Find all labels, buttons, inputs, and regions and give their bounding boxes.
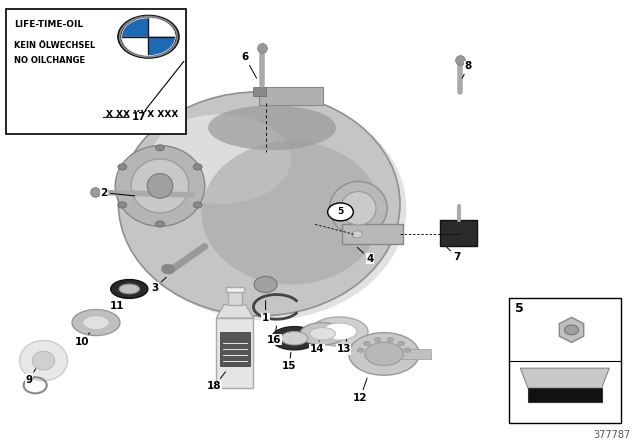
Ellipse shape bbox=[349, 332, 419, 375]
Ellipse shape bbox=[111, 280, 148, 298]
Text: NO OILCHANGE: NO OILCHANGE bbox=[14, 56, 85, 65]
Circle shape bbox=[156, 145, 164, 151]
Ellipse shape bbox=[281, 332, 308, 345]
Text: 2: 2 bbox=[100, 188, 135, 198]
Bar bbox=[396, 349, 431, 359]
Bar bbox=[6, 9, 186, 134]
Wedge shape bbox=[148, 37, 175, 56]
Ellipse shape bbox=[202, 141, 381, 284]
Text: LIFE-TIME-OIL: LIFE-TIME-OIL bbox=[14, 20, 83, 29]
Text: X XX XXX XXX: X XX XXX XXX bbox=[106, 110, 178, 119]
Circle shape bbox=[118, 164, 127, 170]
Text: 5: 5 bbox=[337, 207, 344, 216]
Circle shape bbox=[118, 15, 179, 58]
Circle shape bbox=[404, 348, 411, 352]
Bar bbox=[228, 292, 242, 305]
Circle shape bbox=[118, 202, 127, 208]
Ellipse shape bbox=[208, 105, 336, 150]
Text: 377787: 377787 bbox=[593, 430, 630, 440]
Text: 6: 6 bbox=[241, 52, 257, 78]
Wedge shape bbox=[122, 37, 148, 56]
Polygon shape bbox=[520, 368, 609, 388]
Text: 15: 15 bbox=[282, 352, 296, 371]
Ellipse shape bbox=[300, 323, 345, 345]
Bar bbox=[216, 318, 253, 388]
Text: 7: 7 bbox=[447, 247, 461, 262]
Text: 1: 1 bbox=[262, 301, 269, 323]
Ellipse shape bbox=[271, 327, 317, 350]
Circle shape bbox=[564, 325, 579, 335]
Text: 18: 18 bbox=[207, 372, 225, 391]
Ellipse shape bbox=[341, 192, 376, 225]
FancyBboxPatch shape bbox=[342, 224, 403, 244]
Text: 8: 8 bbox=[462, 61, 472, 78]
Text: 17: 17 bbox=[132, 61, 184, 122]
Text: 11: 11 bbox=[110, 297, 124, 310]
Text: 5: 5 bbox=[515, 302, 524, 315]
Circle shape bbox=[193, 164, 202, 170]
Ellipse shape bbox=[147, 173, 173, 198]
Bar bbox=[220, 332, 250, 366]
Ellipse shape bbox=[322, 323, 357, 340]
Circle shape bbox=[398, 341, 404, 346]
Text: 14: 14 bbox=[310, 341, 324, 354]
Text: KEIN ÖLWECHSEL: KEIN ÖLWECHSEL bbox=[14, 41, 95, 50]
Ellipse shape bbox=[83, 315, 109, 330]
Circle shape bbox=[328, 203, 353, 221]
Circle shape bbox=[156, 221, 164, 227]
Ellipse shape bbox=[118, 92, 400, 316]
Text: 13: 13 bbox=[337, 340, 351, 354]
Bar bbox=[253, 87, 266, 96]
Ellipse shape bbox=[20, 340, 68, 381]
Ellipse shape bbox=[310, 327, 335, 340]
Ellipse shape bbox=[365, 342, 403, 366]
Bar bbox=[226, 287, 244, 292]
Text: 17: 17 bbox=[103, 112, 147, 122]
Circle shape bbox=[357, 348, 364, 352]
Ellipse shape bbox=[310, 317, 368, 346]
Bar bbox=[509, 298, 621, 423]
Polygon shape bbox=[559, 317, 584, 342]
Ellipse shape bbox=[330, 181, 387, 235]
Circle shape bbox=[254, 276, 277, 293]
Text: 4: 4 bbox=[357, 247, 374, 264]
Ellipse shape bbox=[115, 146, 205, 226]
Circle shape bbox=[364, 341, 370, 346]
Ellipse shape bbox=[32, 351, 55, 370]
Ellipse shape bbox=[72, 310, 120, 336]
Bar bbox=[259, 87, 323, 105]
Circle shape bbox=[387, 337, 394, 342]
Text: 12: 12 bbox=[353, 378, 367, 403]
Circle shape bbox=[193, 202, 202, 208]
Text: 10: 10 bbox=[75, 333, 90, 347]
Ellipse shape bbox=[119, 284, 140, 294]
Circle shape bbox=[352, 231, 362, 238]
Circle shape bbox=[374, 337, 381, 342]
Ellipse shape bbox=[150, 114, 291, 204]
Text: 16: 16 bbox=[267, 326, 281, 345]
Wedge shape bbox=[148, 18, 175, 37]
Text: 3: 3 bbox=[151, 277, 166, 293]
Wedge shape bbox=[122, 18, 148, 37]
Polygon shape bbox=[528, 388, 602, 402]
Ellipse shape bbox=[125, 96, 406, 320]
Polygon shape bbox=[216, 305, 253, 318]
Bar bbox=[440, 220, 477, 246]
Ellipse shape bbox=[131, 159, 189, 213]
Text: 9: 9 bbox=[25, 369, 36, 385]
